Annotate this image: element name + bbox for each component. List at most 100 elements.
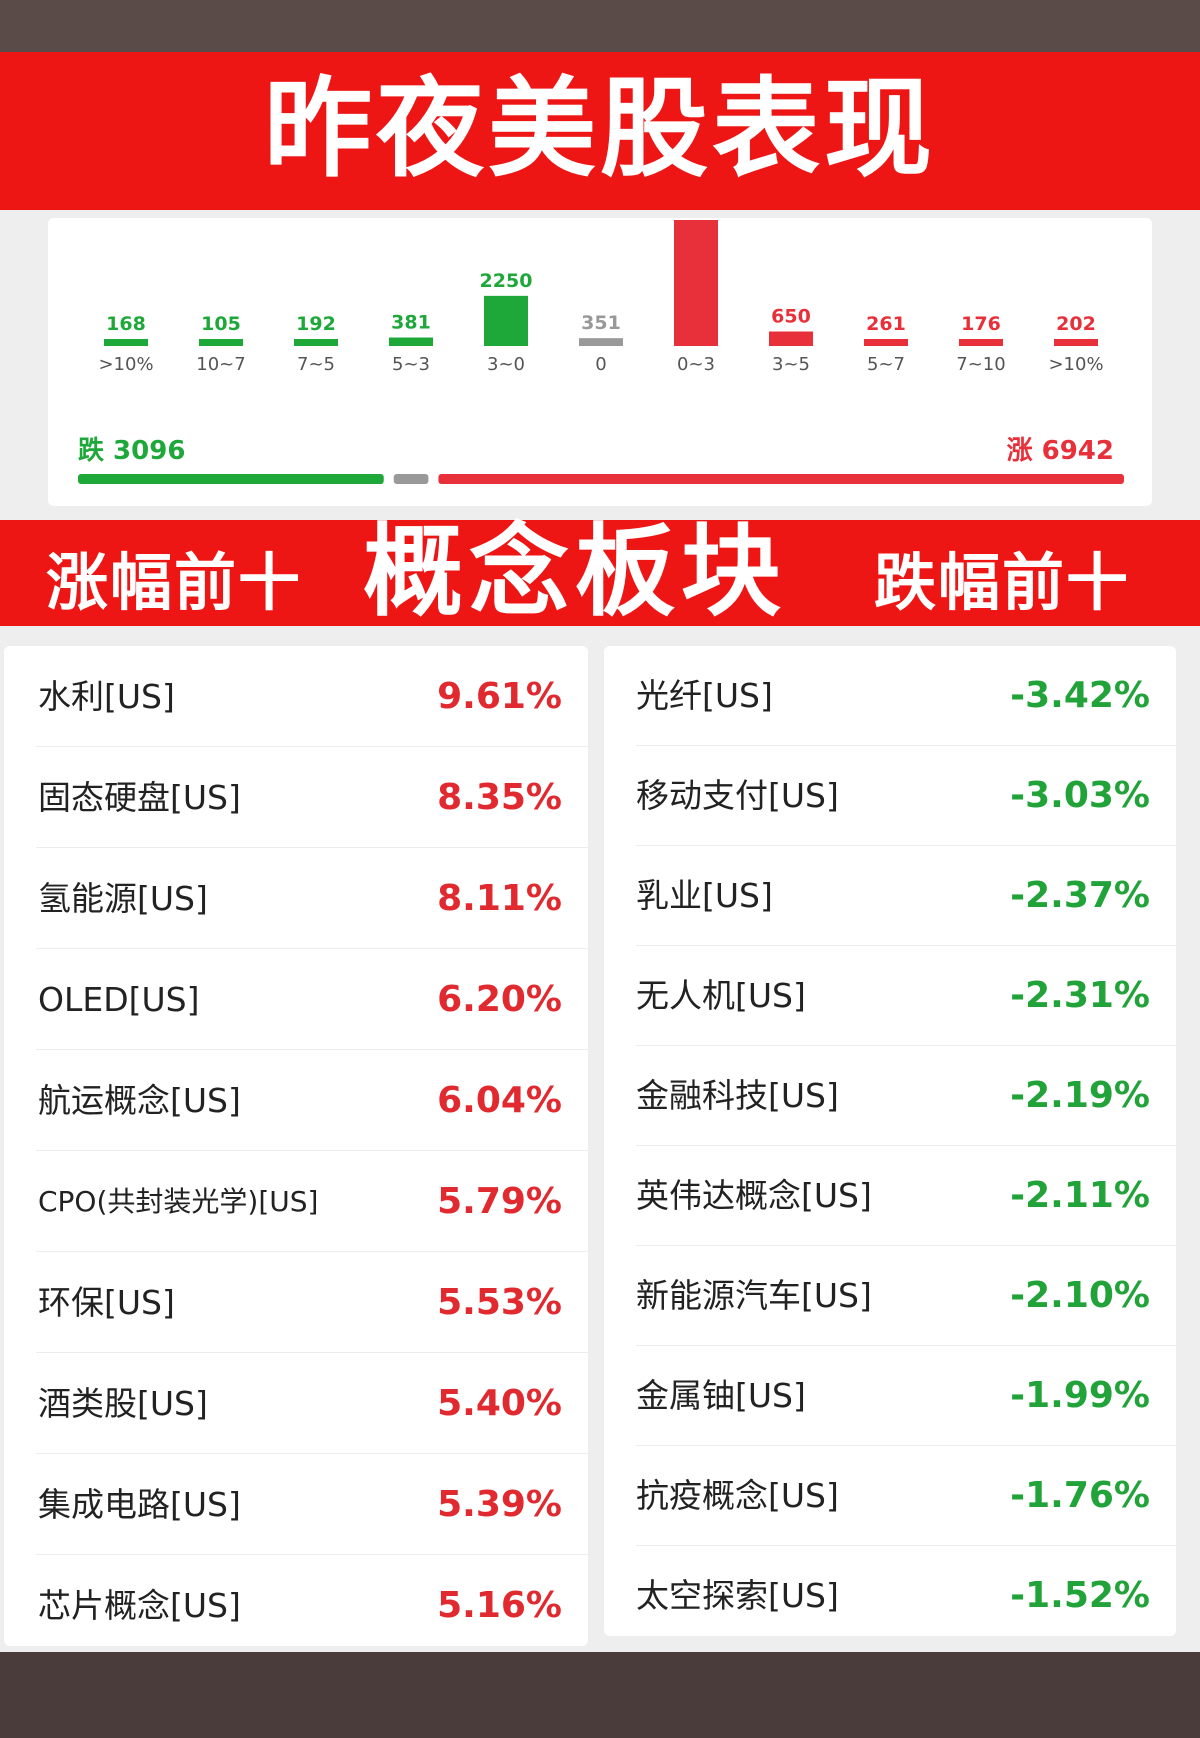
loser-row[interactable]: 金属铀[US] -1.99% xyxy=(604,1346,1176,1446)
loser-row[interactable]: 光纤[US] -3.42% xyxy=(604,646,1176,746)
gainer-change: 8.11% xyxy=(437,878,562,919)
loser-change: -1.99% xyxy=(1010,1375,1150,1416)
gainer-row[interactable]: 氢能源[US] 8.11% xyxy=(4,848,588,949)
bar-value-label: 105 xyxy=(201,313,241,335)
gainers-heading: 涨幅前十 xyxy=(46,546,303,619)
loser-row[interactable]: 无人机[US] -2.31% xyxy=(604,946,1176,1046)
loser-row[interactable]: 乳业[US] -2.37% xyxy=(604,846,1176,946)
bar-category-label: 5~3 xyxy=(392,354,430,375)
loser-row[interactable]: 金融科技[US] -2.19% xyxy=(604,1046,1176,1146)
concept-banner xyxy=(0,520,1200,626)
loser-row[interactable]: 移动支付[US] -3.03% xyxy=(604,746,1176,846)
loser-change: -2.19% xyxy=(1010,1075,1150,1116)
top-strip xyxy=(0,0,1200,52)
bar-value-label: 176 xyxy=(961,313,1001,335)
loser-name: 太空探索[US] xyxy=(636,1576,839,1615)
loser-change: -1.52% xyxy=(1010,1575,1150,1616)
bar xyxy=(104,339,148,346)
loser-name: 金属铀[US] xyxy=(636,1376,806,1415)
bar xyxy=(579,338,623,346)
bar-category-label: 7~5 xyxy=(297,354,335,375)
losers-list: 光纤[US] -3.42% 移动支付[US] -3.03% 乳业[US] -2.37%… xyxy=(604,646,1176,1636)
page-title: 昨夜美股表现 xyxy=(263,67,936,192)
gainer-name: 水利[US] xyxy=(38,677,175,716)
loser-name: 金融科技[US] xyxy=(636,1076,839,1115)
gainer-name: 固态硬盘[US] xyxy=(38,778,241,817)
bar-category-label: >10% xyxy=(1048,354,1103,375)
gainer-change: 5.53% xyxy=(437,1282,562,1323)
loser-row[interactable]: 英伟达概念[US] -2.11% xyxy=(604,1146,1176,1246)
loser-change: -3.03% xyxy=(1010,775,1150,816)
gainer-row[interactable]: CPO(共封装光学)[US] 5.79% xyxy=(4,1151,588,1252)
gainer-row[interactable]: 集成电路[US] 5.39% xyxy=(4,1454,588,1555)
loser-change: -1.76% xyxy=(1010,1475,1150,1516)
gainers-list: 水利[US] 9.61% 固态硬盘[US] 8.35% 氢能源[US] 8.11% O… xyxy=(4,646,588,1646)
bar-category-label: 0~3 xyxy=(677,354,715,375)
gainer-change: 5.40% xyxy=(437,1383,562,1424)
gainer-change: 5.16% xyxy=(437,1585,562,1626)
loser-name: 英伟达概念[US] xyxy=(636,1176,872,1215)
bar xyxy=(199,339,243,346)
gainer-row[interactable]: 航运概念[US] 6.04% xyxy=(4,1050,588,1151)
bar-value-label: 261 xyxy=(866,313,906,335)
loser-change: -2.31% xyxy=(1010,975,1150,1016)
gainer-row[interactable]: 固态硬盘[US] 8.35% xyxy=(4,747,588,848)
bar xyxy=(484,295,528,346)
loser-change: -2.10% xyxy=(1010,1275,1150,1316)
bar xyxy=(1054,339,1098,346)
distribution-card: 168>10%10510~71927~53815~322503~03510565… xyxy=(48,218,1152,506)
loser-change: -2.37% xyxy=(1010,875,1150,916)
bar-value-label: 381 xyxy=(391,312,431,334)
loser-change: -3.42% xyxy=(1010,675,1150,716)
gainer-name: 芯片概念[US] xyxy=(38,1586,241,1625)
loser-row[interactable]: 抗疫概念[US] -1.76% xyxy=(604,1446,1176,1546)
gainer-change: 6.20% xyxy=(437,979,562,1020)
distribution-chart: 168>10%10510~71927~53815~322503~03510565… xyxy=(78,220,1124,484)
fall-ratio-bar xyxy=(78,474,384,484)
gainer-row[interactable]: OLED[US] 6.20% xyxy=(4,949,588,1050)
bar xyxy=(294,339,338,346)
loser-name: 乳业[US] xyxy=(636,876,773,915)
gainer-name: 环保[US] xyxy=(38,1283,175,1322)
bar-category-label: 5~7 xyxy=(867,354,905,375)
bar-value-label: 202 xyxy=(1056,313,1096,335)
bar-category-label: 0 xyxy=(595,354,606,375)
gainer-row[interactable]: 芯片概念[US] 5.16% xyxy=(4,1555,588,1656)
gainer-change: 5.39% xyxy=(437,1484,562,1525)
loser-name: 新能源汽车[US] xyxy=(636,1276,872,1315)
bottom-strip xyxy=(0,1652,1200,1738)
gainer-change: 6.04% xyxy=(437,1080,562,1121)
bar-category-label: 3~0 xyxy=(487,354,525,375)
gainer-row[interactable]: 环保[US] 5.53% xyxy=(4,1252,588,1353)
flat-ratio-bar xyxy=(393,474,429,484)
title-banner xyxy=(0,52,1200,210)
gainer-name: CPO(共封装光学)[US] xyxy=(38,1185,319,1218)
loser-name: 移动支付[US] xyxy=(636,776,839,815)
bar-category-label: 10~7 xyxy=(196,354,245,375)
gainer-change: 8.35% xyxy=(437,777,562,818)
bar xyxy=(959,339,1003,346)
loser-row[interactable]: 新能源汽车[US] -2.10% xyxy=(604,1246,1176,1346)
loser-name: 无人机[US] xyxy=(636,976,806,1015)
bar xyxy=(769,331,813,346)
bar xyxy=(389,337,433,346)
gainer-row[interactable]: 水利[US] 9.61% xyxy=(4,646,588,747)
gainer-name: 氢能源[US] xyxy=(38,879,208,918)
loser-name: 抗疫概念[US] xyxy=(636,1476,839,1515)
bar-category-label: 3~5 xyxy=(772,354,810,375)
rise-ratio-bar xyxy=(438,474,1124,484)
bar-value-label: 650 xyxy=(771,306,811,328)
bar-value-label: 168 xyxy=(106,313,146,335)
bar-value-label: 192 xyxy=(296,313,336,335)
gainer-name: 集成电路[US] xyxy=(38,1485,241,1524)
concept-heading: 概念板块 xyxy=(363,513,787,630)
rise-total-label: 涨 6942 xyxy=(1007,436,1114,466)
loser-row[interactable]: 太空探索[US] -1.52% xyxy=(604,1546,1176,1646)
gainer-name: 航运概念[US] xyxy=(38,1081,241,1120)
bar-value-label: 351 xyxy=(581,312,621,334)
gainer-name: OLED[US] xyxy=(38,980,200,1019)
gainer-name: 酒类股[US] xyxy=(38,1384,208,1423)
loser-change: -2.11% xyxy=(1010,1175,1150,1216)
gainer-row[interactable]: 酒类股[US] 5.40% xyxy=(4,1353,588,1454)
bar-category-label: 7~10 xyxy=(956,354,1005,375)
